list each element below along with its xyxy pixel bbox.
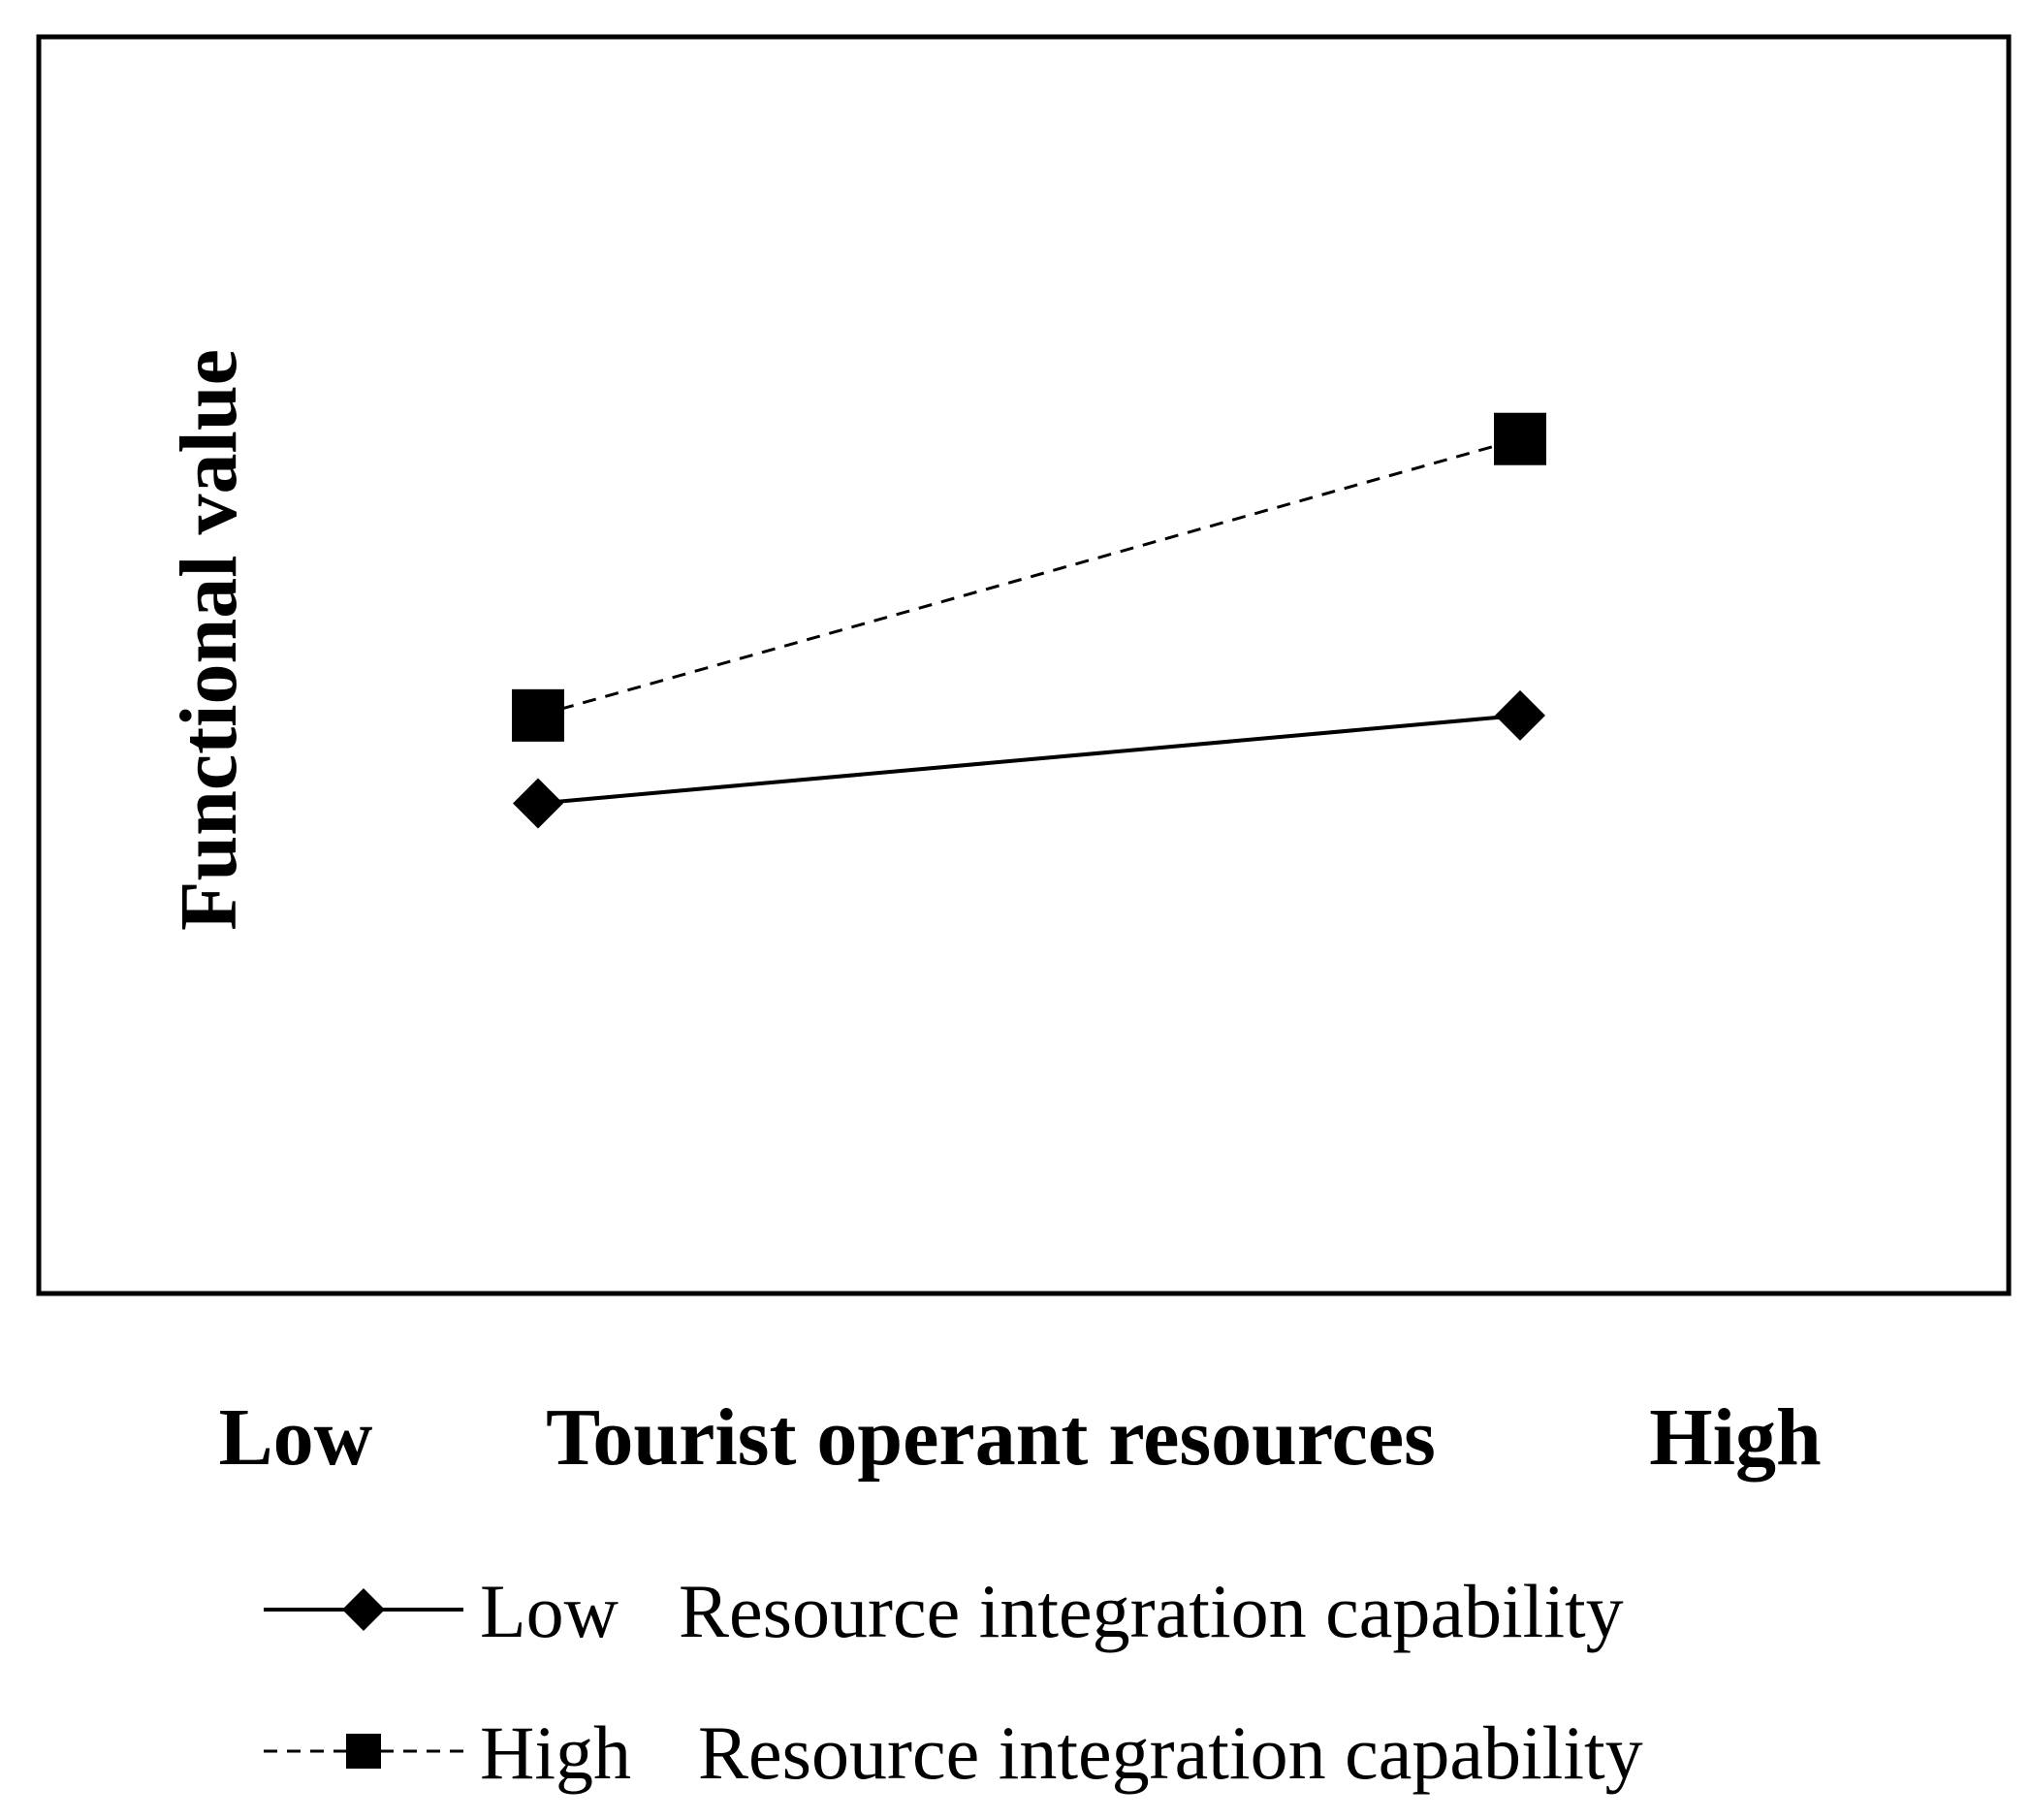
plot-frame (36, 34, 2012, 1296)
legend-label-low: Resource integration capability (679, 1569, 1624, 1653)
series-line-low (537, 713, 1521, 806)
data-point-low-high (1495, 689, 1545, 741)
legend-level-high: High (480, 1710, 631, 1795)
y-axis-label: Functional value (164, 349, 254, 931)
legend-square-marker (346, 1734, 381, 1769)
legend-label-high: Resource integration capability (698, 1710, 1643, 1795)
legend-item-low: Low Resource integration capability (264, 1569, 1624, 1653)
x-tick-label-high: High (1649, 1392, 1821, 1483)
legend: Low Resource integration capability High… (264, 1569, 1643, 1795)
legend-level-low: Low (480, 1569, 619, 1653)
series-line-high (537, 437, 1521, 718)
x-axis-label: Tourist operant resources (546, 1392, 1436, 1483)
data-point-high-high (1494, 412, 1546, 465)
legend-item-high: High Resource integration capability (264, 1710, 1643, 1795)
series-layer (512, 412, 1546, 829)
x-tick-label-low: Low (219, 1392, 373, 1483)
legend-diamond-marker (342, 1588, 385, 1631)
data-point-high-low (512, 688, 564, 742)
data-point-low-low (513, 778, 563, 829)
